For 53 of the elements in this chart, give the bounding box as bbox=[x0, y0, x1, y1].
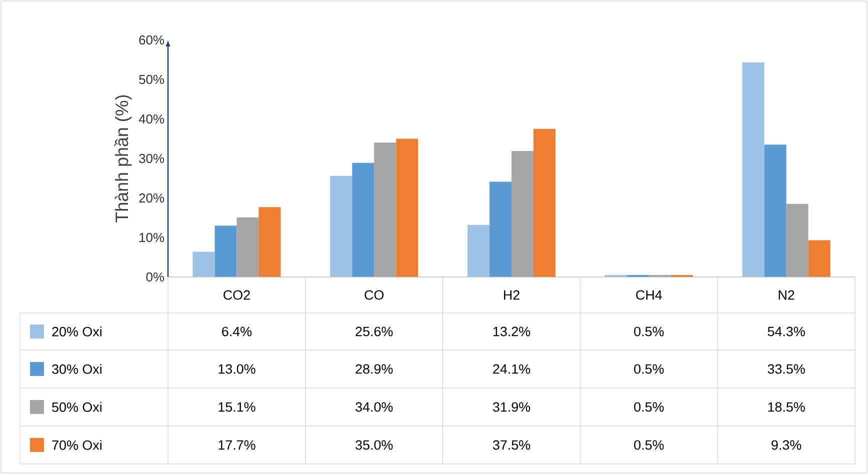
data-label: 18.5% bbox=[768, 402, 805, 412]
bar bbox=[396, 138, 418, 277]
bar bbox=[352, 162, 374, 277]
legend-label: 30% Oxi bbox=[52, 364, 102, 374]
legend-label: 70% Oxi bbox=[52, 440, 102, 450]
data-label: 0.5% bbox=[634, 364, 664, 374]
bar bbox=[330, 176, 352, 277]
bar bbox=[534, 128, 556, 277]
bar bbox=[512, 150, 534, 277]
data-label: 6.4% bbox=[222, 326, 252, 336]
data-label: 15.1% bbox=[218, 402, 256, 412]
bar bbox=[236, 217, 259, 277]
data-label: 0.5% bbox=[634, 440, 664, 450]
data-label: 31.9% bbox=[492, 402, 530, 412]
data-label: 0.5% bbox=[634, 402, 664, 412]
data-label: 9.3% bbox=[772, 440, 802, 450]
bar bbox=[808, 240, 830, 277]
data-label: 25.6% bbox=[356, 326, 393, 336]
y-tick-label: 20% bbox=[139, 193, 164, 203]
bar bbox=[786, 204, 808, 277]
bar bbox=[468, 224, 490, 277]
x-tick-label: H2 bbox=[504, 290, 520, 300]
data-label: 13.0% bbox=[218, 364, 256, 374]
bar bbox=[192, 252, 215, 277]
bar bbox=[490, 182, 512, 277]
data-label: 13.2% bbox=[493, 326, 530, 336]
data-label: 28.9% bbox=[356, 364, 393, 374]
data-label: 33.5% bbox=[768, 364, 805, 374]
bar bbox=[764, 144, 786, 277]
y-tick-label: 60% bbox=[139, 35, 164, 45]
data-label: 35.0% bbox=[356, 440, 393, 450]
data-label: 24.1% bbox=[493, 364, 530, 374]
data-label: 37.5% bbox=[492, 440, 530, 450]
legend-label: 50% Oxi bbox=[52, 402, 102, 412]
data-label: 54.3% bbox=[768, 326, 805, 336]
bar bbox=[258, 207, 281, 277]
x-tick-label: CH4 bbox=[636, 290, 662, 300]
y-tick-label: 10% bbox=[140, 232, 164, 242]
y-tick-label: 50% bbox=[139, 74, 164, 84]
data-label: 0.5% bbox=[634, 326, 664, 336]
data-label: 34.0% bbox=[356, 402, 393, 412]
y-axis-title: Thành phần (%) bbox=[114, 95, 132, 222]
bar bbox=[374, 142, 396, 277]
x-tick-label: N2 bbox=[778, 290, 794, 300]
y-tick-label: 0% bbox=[146, 272, 164, 282]
bar bbox=[742, 62, 764, 277]
x-tick-label: CO2 bbox=[224, 290, 250, 300]
data-label: 17.7% bbox=[218, 440, 256, 450]
legend-label: 20% Oxi bbox=[52, 326, 102, 336]
bar bbox=[214, 226, 237, 277]
x-tick-label: CO bbox=[364, 290, 384, 300]
y-tick-label: 40% bbox=[138, 114, 164, 124]
y-tick-label: 30% bbox=[139, 154, 164, 164]
